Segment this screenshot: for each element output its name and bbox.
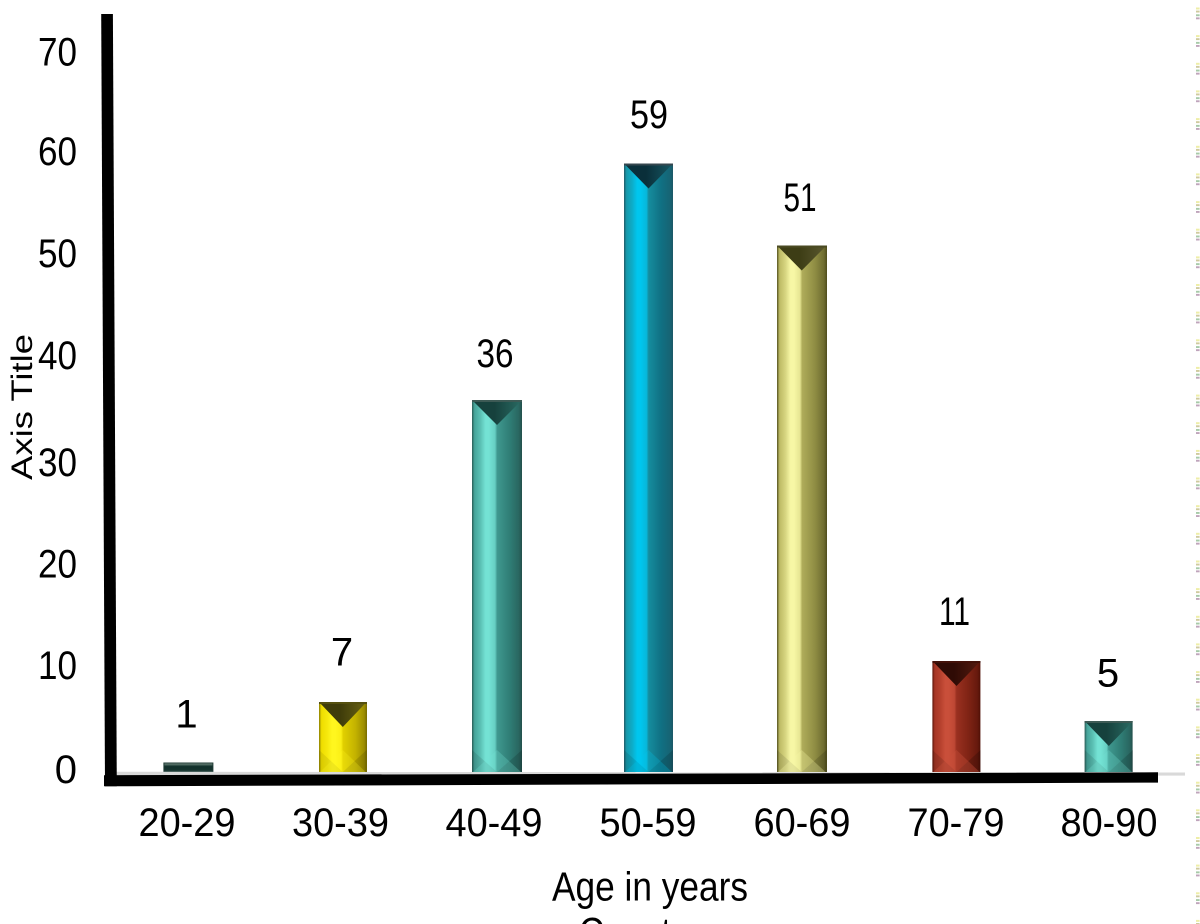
svg-text:36: 36 [477,332,514,376]
svg-text:59: 59 [630,93,668,137]
svg-text:Age in years: Age in years [552,864,748,910]
svg-text:50-59: 50-59 [600,801,697,845]
svg-text:30: 30 [38,441,77,485]
svg-text:20: 20 [38,543,77,587]
svg-text:0: 0 [55,748,77,792]
svg-text:10: 10 [38,644,77,688]
svg-text:7: 7 [331,631,353,675]
svg-text:70: 70 [38,31,77,75]
svg-text:Count: Count [579,911,671,924]
svg-text:60: 60 [38,130,77,174]
svg-text:80-90: 80-90 [1061,801,1158,845]
svg-text:40-49: 40-49 [446,801,543,845]
svg-text:60-69: 60-69 [754,801,851,845]
svg-text:11: 11 [939,590,970,634]
svg-text:50: 50 [38,232,77,276]
svg-text:30-39: 30-39 [292,801,389,845]
svg-text:1: 1 [175,693,197,737]
svg-text:20-29: 20-29 [139,801,236,845]
svg-text:70-79: 70-79 [908,801,1005,845]
svg-text:51: 51 [784,176,817,220]
svg-text:40: 40 [38,334,77,378]
svg-text:Axis Title: Axis Title [6,334,39,480]
svg-text:5: 5 [1097,652,1119,696]
